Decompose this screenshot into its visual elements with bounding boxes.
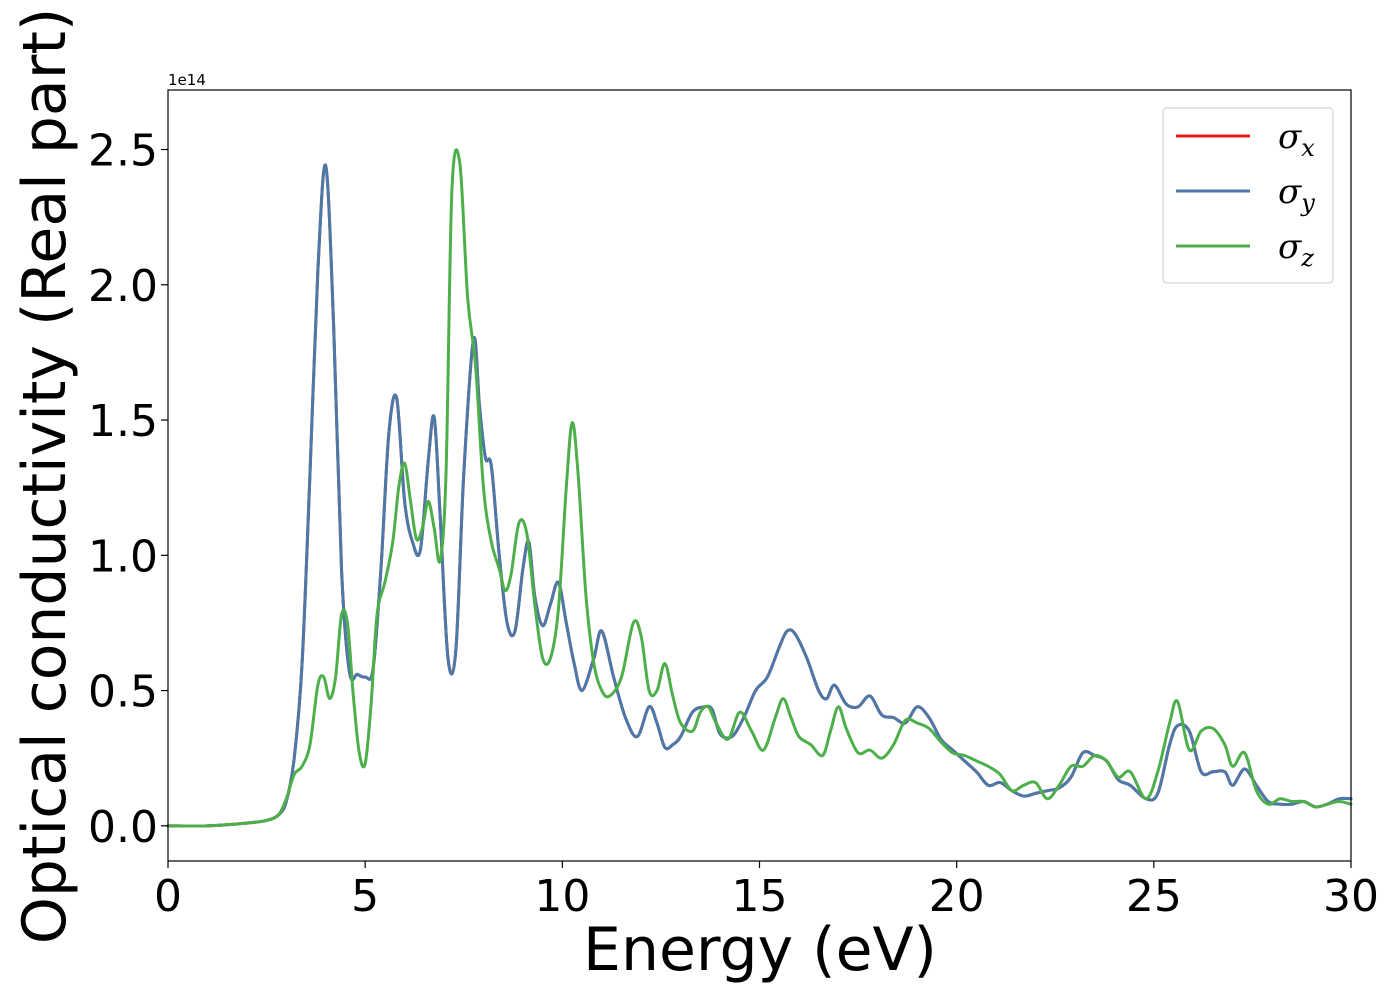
y-axis-title: Optical conductivity (Real part): [10, 8, 80, 945]
series-line-sigma-z: [166, 148, 1353, 828]
y-offset-label: 1e14: [168, 71, 206, 89]
y-tick-label: 2.0: [88, 261, 158, 312]
y-tick-label: 2.5: [88, 126, 158, 177]
legend-box: [1162, 107, 1334, 284]
y-tick-label: 0.5: [88, 667, 158, 718]
x-tick-label: 15: [732, 871, 788, 922]
y-ticks: 0.0 0.5 1.0 1.5 2.0 2.5: [88, 126, 168, 853]
x-tick-label: 10: [534, 871, 590, 922]
y-tick-label: 1.0: [88, 531, 158, 582]
x-tick-label: 0: [154, 871, 182, 922]
x-axis-title: Energy (eV): [583, 915, 937, 985]
x-tick-label: 30: [1323, 871, 1379, 922]
y-tick-label: 0.0: [88, 802, 158, 853]
x-ticks: 0 5 10 15 20 25 30: [154, 861, 1379, 922]
x-tick-label: 20: [929, 871, 985, 922]
x-tick-label: 5: [351, 871, 379, 922]
x-tick-label: 25: [1126, 871, 1182, 922]
series-layer: [166, 148, 1353, 828]
y-tick-label: 1.5: [88, 396, 158, 447]
